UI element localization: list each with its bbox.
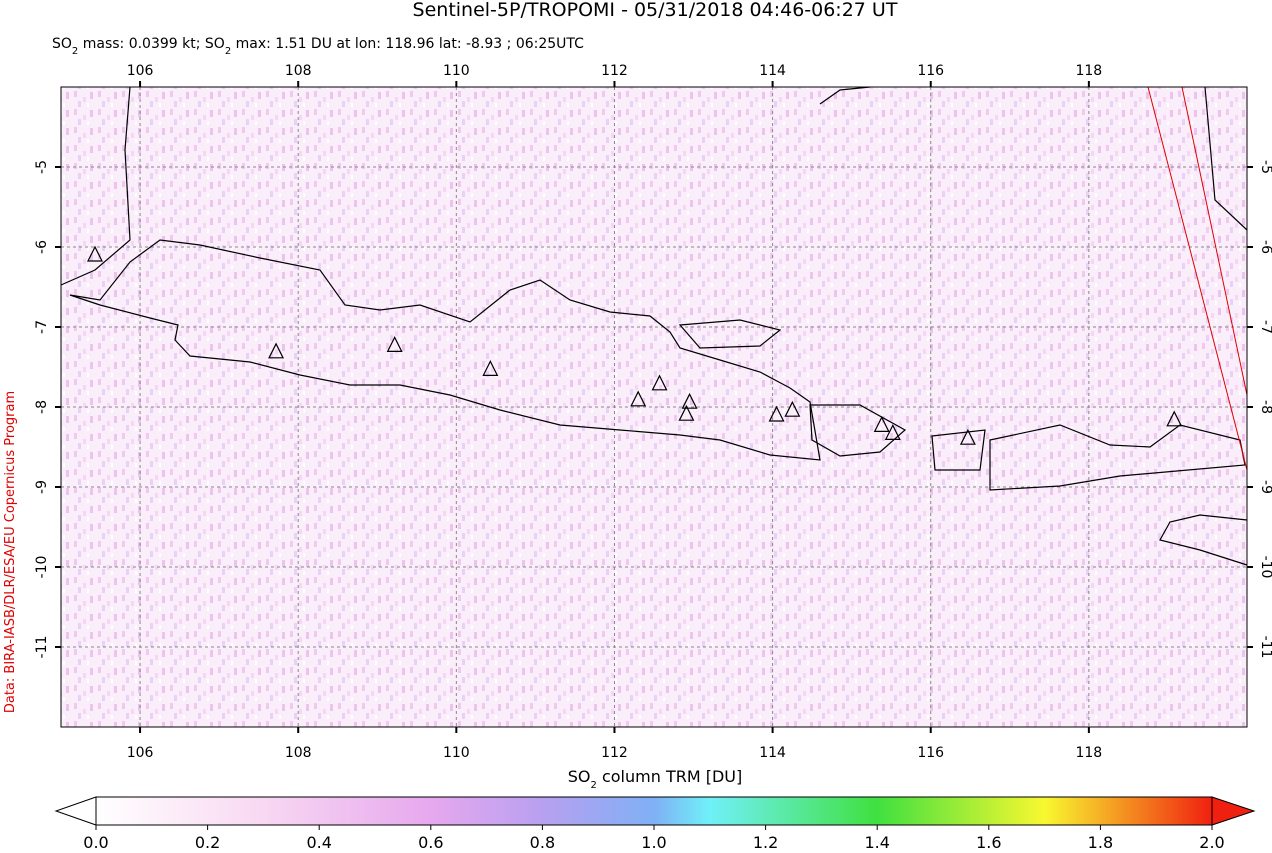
colorbar-tick-label: 1.0 — [641, 833, 666, 852]
text-part: column TRM [DU] — [597, 767, 742, 786]
orbit-edge — [1147, 86, 1248, 471]
colorbar-ticks: 0.0 0.2 0.4 0.6 0.8 1.0 1.2 1.4 1.6 1.8 2.0 — [83, 825, 1225, 852]
volcano — [482, 360, 499, 376]
colorbar-tick-label: 2.0 — [1199, 833, 1224, 852]
colorbar-tick-label: 1.6 — [976, 833, 1001, 852]
coastline — [809, 404, 907, 457]
volcano — [873, 416, 890, 432]
orbit-edges — [1147, 86, 1248, 471]
coastline — [1204, 86, 1248, 231]
so2-field — [61, 87, 1247, 727]
orbit-edge — [1181, 86, 1248, 396]
grid — [61, 87, 1247, 727]
y-tick-label: -11 — [1258, 636, 1272, 659]
x-tick-label: 110 — [443, 63, 470, 79]
colorbar-tick-label: 1.4 — [864, 833, 889, 852]
coastline — [819, 86, 871, 105]
axes: 106 106 108 108 110 110 112 112 114 114 116 116 118 1… — [34, 63, 1272, 761]
text-part: SO — [568, 767, 591, 786]
colorbar-tick-label: 1.8 — [1088, 833, 1113, 852]
colorbar-tick-label: 0.4 — [306, 833, 331, 852]
volcano — [651, 374, 668, 391]
coastline — [69, 239, 821, 461]
volcano — [87, 245, 103, 262]
x-tick-label: 118 — [1075, 745, 1102, 761]
x-tick-label: 118 — [1075, 63, 1102, 79]
subtitle: SO2 mass: 0.0399 kt; SO2 max: 1.51 DU at… — [52, 36, 584, 57]
x-tick-label: 106 — [127, 745, 154, 761]
coastline — [678, 319, 782, 349]
y-tick-label: -9 — [34, 480, 50, 494]
volcano — [268, 342, 285, 359]
y-tick-label: -10 — [34, 556, 50, 579]
y-tick-label: -7 — [1258, 320, 1272, 334]
volcano — [681, 392, 698, 409]
colorbar-under — [54, 796, 97, 826]
colorbar-tick-label: 0.0 — [83, 833, 108, 852]
credit: Data: BIRA-IASB/DLR/ESA/EU Copernicus Pr… — [3, 391, 18, 713]
text-part: 2 — [591, 780, 597, 791]
x-tick-label: 114 — [759, 63, 786, 79]
colorbar-tick-label: 0.8 — [530, 833, 555, 852]
colorbar-tick-label: 0.2 — [195, 833, 220, 852]
y-tick-label: -7 — [34, 320, 50, 334]
volcano — [630, 390, 647, 407]
title: Sentinel-5P/TROPOMI - 05/31/2018 04:46-0… — [413, 0, 898, 21]
x-tick-label: 110 — [443, 745, 470, 761]
coastline — [1159, 514, 1248, 566]
y-tick-label: -8 — [1258, 400, 1272, 414]
text-part: SO — [52, 36, 72, 52]
volcano — [1166, 410, 1183, 427]
volcano — [678, 404, 695, 421]
y-tick-label: -6 — [1258, 240, 1272, 254]
colorbar-tick-label: 0.6 — [418, 833, 443, 852]
colorbar-over — [1211, 796, 1256, 826]
colorbar-label: SO2 column TRM [DU] — [568, 767, 743, 791]
x-tick-label: 116 — [917, 745, 944, 761]
colorbar-tick-label: 1.2 — [753, 833, 778, 852]
y-tick-label: -10 — [1258, 556, 1272, 579]
x-tick-label: 108 — [285, 63, 312, 79]
y-tick-label: -5 — [34, 160, 50, 174]
text-part: mass: 0.0399 kt; SO — [78, 36, 225, 52]
y-tick-label: -11 — [34, 636, 50, 659]
volcano — [784, 400, 801, 417]
y-tick-label: -6 — [34, 240, 50, 254]
colorbar — [95, 796, 1213, 826]
x-tick-label: 114 — [759, 745, 786, 761]
text-part: 2 — [225, 46, 231, 57]
y-tick-label: -9 — [1258, 480, 1272, 494]
volcanoes — [87, 245, 1183, 445]
x-tick-label: 112 — [601, 745, 628, 761]
x-tick-label: 116 — [917, 63, 944, 79]
x-tick-label: 108 — [285, 745, 312, 761]
coastline — [989, 424, 1246, 491]
volcano — [884, 424, 901, 440]
x-tick-label: 106 — [127, 63, 154, 79]
x-tick-label: 112 — [601, 63, 628, 79]
volcano — [959, 428, 976, 445]
volcano — [386, 336, 403, 352]
text-part: max: 1.51 DU at lon: 118.96 lat: -8.93 ;… — [231, 36, 584, 52]
volcano — [768, 405, 785, 422]
y-tick-label: -8 — [34, 400, 50, 414]
coastline — [60, 86, 131, 286]
text-part: 2 — [72, 46, 78, 57]
y-tick-label: -5 — [1258, 160, 1272, 174]
